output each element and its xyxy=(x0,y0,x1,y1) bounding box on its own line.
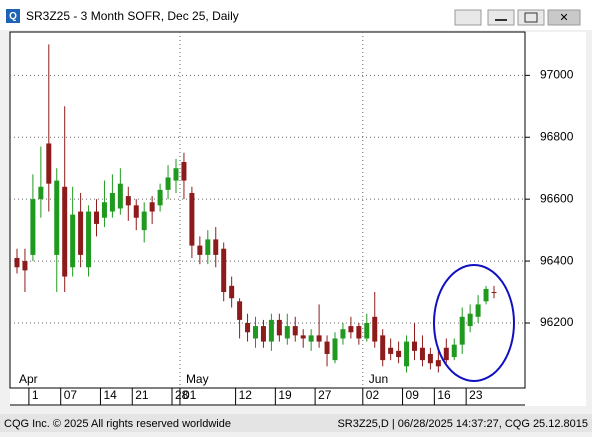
candle-body xyxy=(237,301,243,320)
candle-body xyxy=(324,341,330,354)
candle-body xyxy=(483,288,489,302)
candle-body xyxy=(189,192,195,246)
candle-body xyxy=(300,335,306,339)
candle-body xyxy=(22,261,28,271)
month-label: Jun xyxy=(369,372,388,386)
candle-body xyxy=(109,192,115,212)
x-tick-label: 19 xyxy=(278,388,292,402)
x-tick-label: 07 xyxy=(64,388,78,402)
candle-body xyxy=(38,186,44,200)
minimize-button[interactable] xyxy=(487,9,515,26)
candle-body xyxy=(380,335,386,361)
candle-body xyxy=(157,189,163,206)
candle-body xyxy=(133,205,139,218)
close-button[interactable] xyxy=(547,9,581,26)
close-glyph: ✕ xyxy=(559,12,568,24)
candle-body xyxy=(165,177,171,190)
candle-body xyxy=(427,353,433,364)
candle-body xyxy=(117,183,123,209)
x-tick-label: 14 xyxy=(103,388,117,402)
y-tick-label: 96800 xyxy=(540,129,574,143)
candle-body xyxy=(213,239,219,255)
candle-body xyxy=(340,329,346,339)
maximize-glyph xyxy=(524,12,538,23)
y-tick-label: 96200 xyxy=(540,315,574,329)
x-tick-label: 09 xyxy=(406,388,420,402)
x-tick-label: 02 xyxy=(366,388,380,402)
candle-body xyxy=(356,326,362,339)
y-tick-label: 96400 xyxy=(540,253,574,267)
candle-body xyxy=(62,186,68,277)
candle-body xyxy=(364,322,370,339)
plot-border xyxy=(9,31,526,389)
status-bar xyxy=(0,414,592,432)
x-tick-label: 16 xyxy=(437,388,451,402)
candle-body xyxy=(260,326,266,342)
maximize-button[interactable] xyxy=(517,9,545,26)
month-label: Apr xyxy=(19,372,38,386)
candle-body xyxy=(197,245,203,255)
candle-body xyxy=(245,322,251,333)
candle-body xyxy=(316,335,322,342)
candle-body xyxy=(475,304,481,317)
candle-body xyxy=(86,211,92,268)
chart-title: SR3Z25 - 3 Month SOFR, Dec 25, Daily xyxy=(26,9,239,23)
candle-body xyxy=(388,347,394,354)
candle-body xyxy=(229,285,235,299)
app-icon-glyph: Q xyxy=(9,11,17,22)
candle-body xyxy=(78,211,84,255)
candle-body xyxy=(284,326,290,339)
y-tick-label: 96600 xyxy=(540,191,574,205)
candle-body xyxy=(54,180,60,255)
x-tick-label: 28 xyxy=(175,388,189,402)
candle-body xyxy=(459,316,465,345)
candle-body xyxy=(94,211,99,224)
month-label: May xyxy=(186,372,209,386)
candle-body xyxy=(30,199,36,255)
highlight-ellipse xyxy=(433,264,515,382)
candle-body xyxy=(419,347,425,361)
x-tick-label: 01 xyxy=(183,388,197,402)
app-icon xyxy=(6,9,20,23)
link-button[interactable] xyxy=(454,9,482,26)
candle-body xyxy=(46,143,52,184)
y-tick-label: 97000 xyxy=(540,68,574,82)
candle-body xyxy=(70,214,76,268)
candle-body xyxy=(14,257,20,268)
candle-body xyxy=(173,168,179,181)
candle-body xyxy=(451,344,457,358)
candle-body xyxy=(205,239,211,255)
status-right: SR3Z25,D | 06/28/2025 14:37:27, CQG 25.1… xyxy=(337,418,588,430)
candle-body xyxy=(141,211,147,231)
status-left: CQG Inc. © 2025 All rights reserved worl… xyxy=(4,418,231,430)
candle-body xyxy=(221,248,227,293)
x-tick-label: 27 xyxy=(318,388,332,402)
candle-body xyxy=(491,292,497,294)
candle-body xyxy=(412,341,417,351)
candle-body xyxy=(253,326,258,339)
candle-body xyxy=(372,316,378,342)
candle-body xyxy=(467,313,473,327)
candle-body xyxy=(101,202,107,218)
x-tick-label: 23 xyxy=(469,388,483,402)
candle-body xyxy=(181,162,187,181)
candle-body xyxy=(149,202,155,212)
candle-body xyxy=(308,335,314,342)
x-tick-label: 12 xyxy=(239,388,253,402)
chart-area xyxy=(10,32,586,406)
candle-body xyxy=(443,347,449,361)
x-tick-label: 21 xyxy=(135,388,149,402)
candle-body xyxy=(396,350,402,358)
candle-body xyxy=(292,326,298,336)
candle-body xyxy=(404,341,410,367)
candle-body xyxy=(125,196,131,206)
candle-body xyxy=(332,338,338,361)
candle-body xyxy=(348,326,354,333)
candle-body xyxy=(268,319,274,342)
candle-body xyxy=(276,319,282,336)
x-tick-label: 1 xyxy=(32,388,39,402)
candle-body xyxy=(435,360,441,367)
